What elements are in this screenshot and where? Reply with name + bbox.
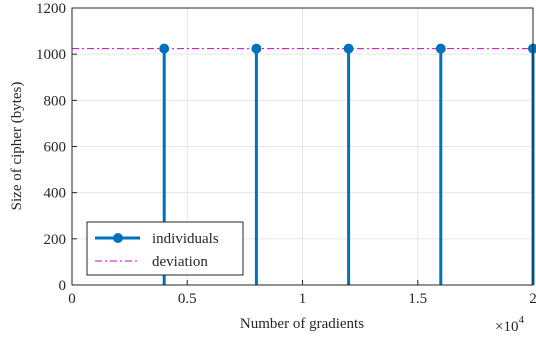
individuals-point xyxy=(528,43,536,54)
y-tick-label: 1000 xyxy=(36,47,66,63)
legend-deviation-label: deviation xyxy=(152,254,208,270)
x-tick-label: 0 xyxy=(68,291,76,307)
x-tick-label: 2 xyxy=(529,291,536,307)
x-tick-label: 1 xyxy=(299,291,307,307)
marker-group xyxy=(159,43,536,54)
individuals-point xyxy=(435,43,446,54)
individuals-point xyxy=(343,43,354,54)
legend: individuals deviation xyxy=(86,221,244,276)
x-multiplier-exponent: 4 xyxy=(518,314,524,326)
y-tick-label: 200 xyxy=(44,232,67,248)
x-multiplier-base: ×10 xyxy=(495,319,518,335)
x-ticks: 0 0.5 1 1.5 2 xyxy=(68,280,536,307)
y-tick-label: 0 xyxy=(59,278,67,294)
x-axis-label: Number of gradients xyxy=(240,316,364,332)
y-axis-label: Size of cipher (bytes) xyxy=(9,82,25,211)
legend-box xyxy=(86,221,244,276)
legend-individuals-label: individuals xyxy=(152,231,219,247)
legend-individuals-marker xyxy=(113,233,123,243)
y-tick-label: 1200 xyxy=(36,1,66,17)
individuals-point xyxy=(159,43,170,54)
x-tick-label: 0.5 xyxy=(178,291,197,307)
grid-lines xyxy=(71,7,534,286)
individuals-point xyxy=(251,43,262,54)
y-ticks: 0 200 400 600 800 1000 1200 xyxy=(36,1,77,294)
y-tick-label: 400 xyxy=(44,186,67,202)
x-tick-label: 1.5 xyxy=(408,291,427,307)
x-multiplier: ×104 xyxy=(495,314,524,335)
y-tick-label: 800 xyxy=(44,93,67,109)
y-tick-label: 600 xyxy=(44,140,67,156)
